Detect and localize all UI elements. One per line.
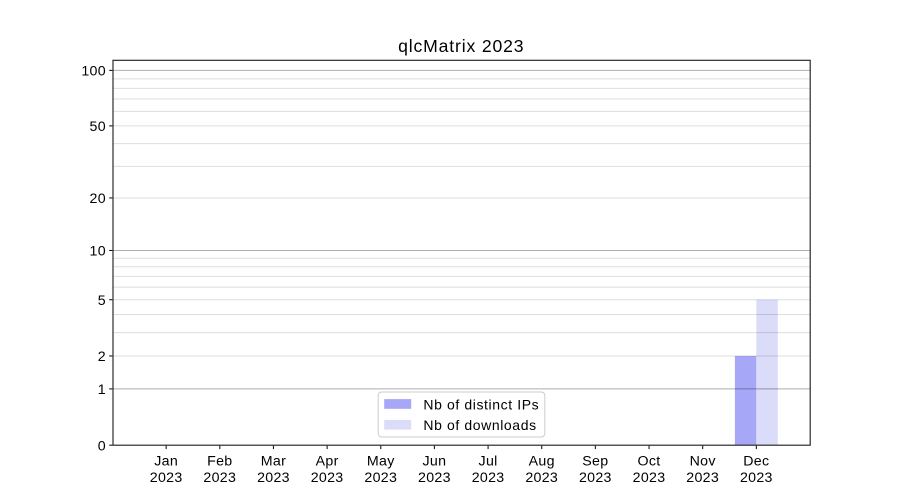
svg-text:Nov: Nov xyxy=(690,454,717,470)
svg-text:2023: 2023 xyxy=(257,470,290,486)
svg-text:Nb of downloads: Nb of downloads xyxy=(423,417,536,433)
svg-text:Nb of distinct IPs: Nb of distinct IPs xyxy=(423,396,539,412)
svg-text:2023: 2023 xyxy=(203,470,236,486)
svg-text:20: 20 xyxy=(90,191,106,207)
svg-text:2023: 2023 xyxy=(525,470,558,486)
svg-text:5: 5 xyxy=(98,293,106,309)
svg-text:Jun: Jun xyxy=(423,454,447,470)
svg-text:Oct: Oct xyxy=(638,454,661,470)
svg-text:Jan: Jan xyxy=(154,454,178,470)
svg-text:Jul: Jul xyxy=(479,454,498,470)
svg-text:Feb: Feb xyxy=(207,454,232,470)
svg-text:50: 50 xyxy=(90,119,106,135)
svg-text:100: 100 xyxy=(81,64,106,80)
svg-text:0: 0 xyxy=(98,438,106,454)
svg-text:2023: 2023 xyxy=(579,470,612,486)
svg-text:10: 10 xyxy=(90,244,106,260)
svg-text:Mar: Mar xyxy=(261,454,286,470)
svg-text:Apr: Apr xyxy=(316,454,339,470)
svg-text:Aug: Aug xyxy=(529,454,555,470)
svg-text:2023: 2023 xyxy=(311,470,344,486)
svg-text:2023: 2023 xyxy=(686,470,719,486)
svg-text:1: 1 xyxy=(98,382,106,398)
svg-text:Dec: Dec xyxy=(743,454,769,470)
svg-text:2023: 2023 xyxy=(633,470,666,486)
svg-text:May: May xyxy=(367,454,395,470)
svg-text:2023: 2023 xyxy=(150,470,183,486)
svg-text:2023: 2023 xyxy=(418,470,451,486)
svg-text:2023: 2023 xyxy=(364,470,397,486)
svg-text:Sep: Sep xyxy=(582,454,608,470)
svg-text:qlcMatrix 2023: qlcMatrix 2023 xyxy=(398,36,524,56)
svg-text:2023: 2023 xyxy=(472,470,505,486)
svg-text:2023: 2023 xyxy=(740,470,773,486)
svg-text:2: 2 xyxy=(98,349,106,365)
